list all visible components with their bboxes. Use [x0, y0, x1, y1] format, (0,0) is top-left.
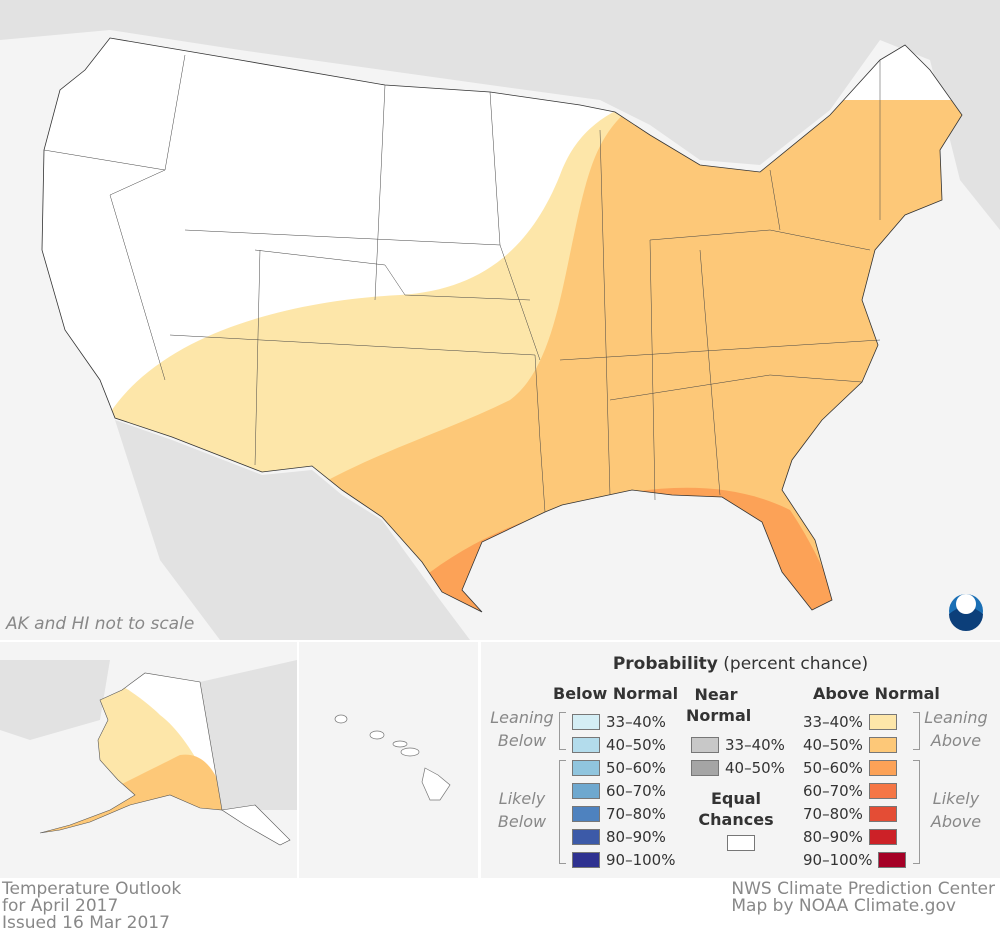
legend-item: 40–50%: [803, 736, 897, 754]
legend-label: 80–90%: [606, 828, 666, 846]
footer-right: NWS Climate Prediction Center Map by NOAA…: [731, 879, 995, 916]
legend-label: 70–80%: [606, 805, 666, 823]
likely-above-label: Likely Above: [930, 789, 982, 831]
legend-label: 40–50%: [803, 736, 863, 754]
leaning-below-label: Leaning Below: [490, 708, 554, 750]
legend: Probability (percent chance) Below Norma…: [481, 642, 1000, 878]
legend-label: 50–60%: [606, 759, 666, 777]
legend-swatch: [572, 852, 600, 868]
legend-label: 40–50%: [606, 736, 666, 754]
legend-item: 60–70%: [572, 782, 666, 800]
legend-swatch: [868, 829, 897, 845]
leaning-above-label: Leaning Above: [924, 708, 988, 750]
legend-label: 90–100%: [803, 851, 873, 869]
legend-swatch: [572, 806, 600, 822]
legend-item: 80–90%: [803, 828, 897, 846]
legend-item: 60–70%: [803, 782, 897, 800]
legend-label: 80–90%: [803, 828, 863, 846]
below-normal-heading: Below Normal: [553, 684, 679, 703]
conus: [42, 38, 962, 612]
surrounding-land: [0, 0, 1000, 810]
legend-swatch: [691, 737, 719, 753]
legend-label: 90–100%: [606, 851, 676, 869]
near-normal-heading: Near Normal: [686, 685, 752, 725]
legend-label: 50–60%: [803, 759, 863, 777]
alaska-panhandle: [221, 804, 291, 846]
legend-swatch: [868, 760, 897, 776]
legend-label: 33–40%: [606, 713, 666, 731]
noaa-logo: [949, 594, 983, 631]
legend-label: 33–40%: [803, 713, 863, 731]
legend-swatch: [572, 714, 600, 730]
legend-item: 33–40%: [572, 713, 666, 731]
legend-title: Probability (percent chance): [612, 654, 869, 674]
legend-item: 80–90%: [572, 828, 666, 846]
legend-label: 60–70%: [606, 782, 666, 800]
legend-swatch: [868, 737, 897, 753]
likely-below-label: Likely Below: [497, 789, 547, 831]
equal-chances-swatch: [727, 835, 755, 851]
legend-item: 33–40%: [691, 736, 785, 754]
legend-label: 40–50%: [725, 759, 785, 777]
legend-label: 60–70%: [803, 782, 863, 800]
legend-item: 33–40%: [803, 713, 897, 731]
scale-note: AK and HI not to scale: [6, 614, 195, 634]
legend-swatch: [691, 760, 719, 776]
legend-swatch: [572, 783, 600, 799]
legend-swatch: [878, 852, 907, 868]
legend-label: 70–80%: [803, 805, 863, 823]
map-svg: [0, 0, 1000, 846]
legend-item: 70–80%: [572, 805, 666, 823]
legend-swatch: [572, 829, 600, 845]
hawaii-panel: [299, 642, 478, 878]
legend-item: 50–60%: [803, 759, 897, 777]
equal-chances-heading: Equal Chances: [698, 789, 774, 829]
footer-left: Temperature Outlook for April 2017 Issued …: [2, 879, 182, 933]
legend-swatch: [572, 760, 600, 776]
legend-item: 40–50%: [691, 759, 785, 777]
above-normal-heading: Above Normal: [813, 684, 940, 703]
legend-swatch: [868, 806, 897, 822]
legend-swatch: [868, 783, 897, 799]
legend-item: 90–100%: [803, 851, 907, 869]
hawaii: [334, 714, 451, 801]
legend-item: 50–60%: [572, 759, 666, 777]
legend-swatch: [572, 737, 600, 753]
state-borders: [43, 54, 881, 513]
legend-swatch: [868, 714, 897, 730]
legend-item: 90–100%: [572, 851, 675, 869]
legend-item: 40–50%: [572, 736, 666, 754]
legend-label: 33–40%: [725, 736, 785, 754]
legend-item: 70–80%: [803, 805, 897, 823]
